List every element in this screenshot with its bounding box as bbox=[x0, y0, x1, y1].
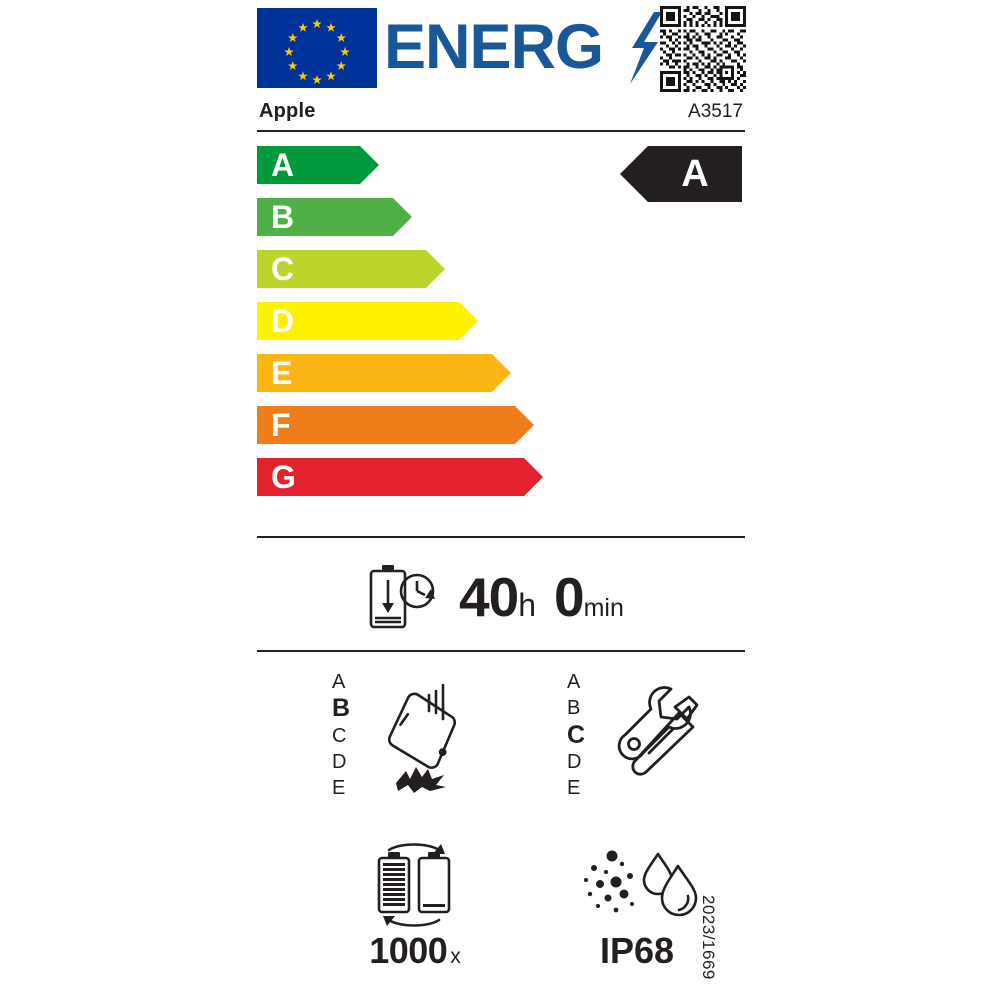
band-arrow-shape bbox=[257, 198, 412, 236]
scale-band-g: G bbox=[257, 458, 543, 496]
eu-flag-icon bbox=[257, 8, 377, 88]
scale-band-letter: E bbox=[271, 354, 293, 391]
lightning-bolt-icon bbox=[624, 12, 664, 84]
battery-cycles-value: 1000 x bbox=[369, 930, 461, 972]
scale-band-d: D bbox=[257, 302, 478, 340]
scale-band-c: C bbox=[257, 250, 445, 288]
battery-clock-icon bbox=[365, 561, 453, 633]
endurance-minutes: 0 bbox=[553, 566, 585, 628]
repair-class-d: D bbox=[567, 750, 582, 773]
qr-code-icon bbox=[660, 6, 746, 92]
supplier-model-row: Apple A3517 bbox=[257, 98, 745, 132]
endurance-minutes-unit: min bbox=[583, 594, 624, 622]
wrench-screwdriver-icon bbox=[601, 675, 711, 795]
repairability-class-ladder: A B C D E bbox=[567, 672, 589, 798]
supplier-name: Apple bbox=[259, 100, 316, 122]
eu-energy-label: ENERG bbox=[252, 0, 750, 1000]
phone-drop-icon bbox=[366, 675, 466, 795]
repair-class-c-selected: C bbox=[567, 720, 586, 749]
scale-band-letter: F bbox=[271, 406, 291, 443]
band-arrow-shape bbox=[257, 458, 543, 496]
repair-class-b: B bbox=[567, 697, 581, 720]
drop-resistance-class-block: A B C D E bbox=[332, 672, 466, 798]
dust-water-icon bbox=[572, 844, 702, 926]
ingress-protection-block: IP68 bbox=[552, 844, 722, 972]
battery-cycles-block: 1000 x bbox=[330, 843, 500, 972]
scale-band-letter: C bbox=[271, 250, 295, 287]
cycles-unit: x bbox=[450, 945, 461, 968]
cycles-count: 1000 bbox=[369, 930, 448, 971]
drop-class-e: E bbox=[332, 777, 346, 799]
repairability-class-block: A B C D E bbox=[567, 672, 711, 798]
scale-band-e: E bbox=[257, 354, 511, 392]
battery-cycles-icon bbox=[355, 843, 475, 927]
regulation-reference: 2023/1669 bbox=[699, 895, 718, 980]
battery-endurance-row: 40 h 0 min bbox=[257, 556, 745, 638]
scale-band-letter: B bbox=[271, 198, 295, 235]
ingress-protection-value: IP68 bbox=[600, 930, 674, 972]
divider-below-endurance bbox=[257, 650, 745, 652]
repair-class-e: E bbox=[567, 777, 581, 799]
band-arrow-shape bbox=[257, 354, 511, 392]
energ-wordmark: ENERG bbox=[384, 12, 604, 82]
label-header: ENERG bbox=[252, 6, 750, 92]
ip-rating: IP68 bbox=[599, 930, 675, 971]
scale-band-letter: G bbox=[271, 458, 296, 495]
scale-band-letter: D bbox=[271, 302, 295, 339]
band-arrow-shape bbox=[257, 302, 478, 340]
drop-class-c: C bbox=[332, 724, 347, 747]
band-arrow-shape bbox=[257, 146, 379, 184]
scale-band-b: B bbox=[257, 198, 412, 236]
energy-class-scale: A B C D E F G bbox=[257, 146, 745, 526]
drop-class-a: A bbox=[332, 671, 346, 693]
endurance-hours: 40 bbox=[459, 566, 519, 628]
scale-band-f: F bbox=[257, 406, 534, 444]
energy-rating-letter: A bbox=[681, 152, 709, 195]
energy-rating-badge: A bbox=[620, 146, 742, 202]
scale-band-letter: A bbox=[271, 146, 295, 183]
model-identifier: A3517 bbox=[688, 101, 743, 122]
band-arrow-shape bbox=[257, 406, 534, 444]
drop-class-d: D bbox=[332, 750, 347, 773]
scale-band-a: A bbox=[257, 146, 379, 184]
drop-class-b-selected: B bbox=[332, 694, 351, 723]
band-arrow-shape bbox=[257, 250, 445, 288]
divider-above-endurance bbox=[257, 536, 745, 538]
battery-endurance-value: 40 h 0 min bbox=[459, 565, 624, 629]
endurance-hours-unit: h bbox=[518, 587, 536, 623]
repair-class-a: A bbox=[567, 671, 581, 693]
drop-resistance-class-ladder: A B C D E bbox=[332, 672, 354, 798]
